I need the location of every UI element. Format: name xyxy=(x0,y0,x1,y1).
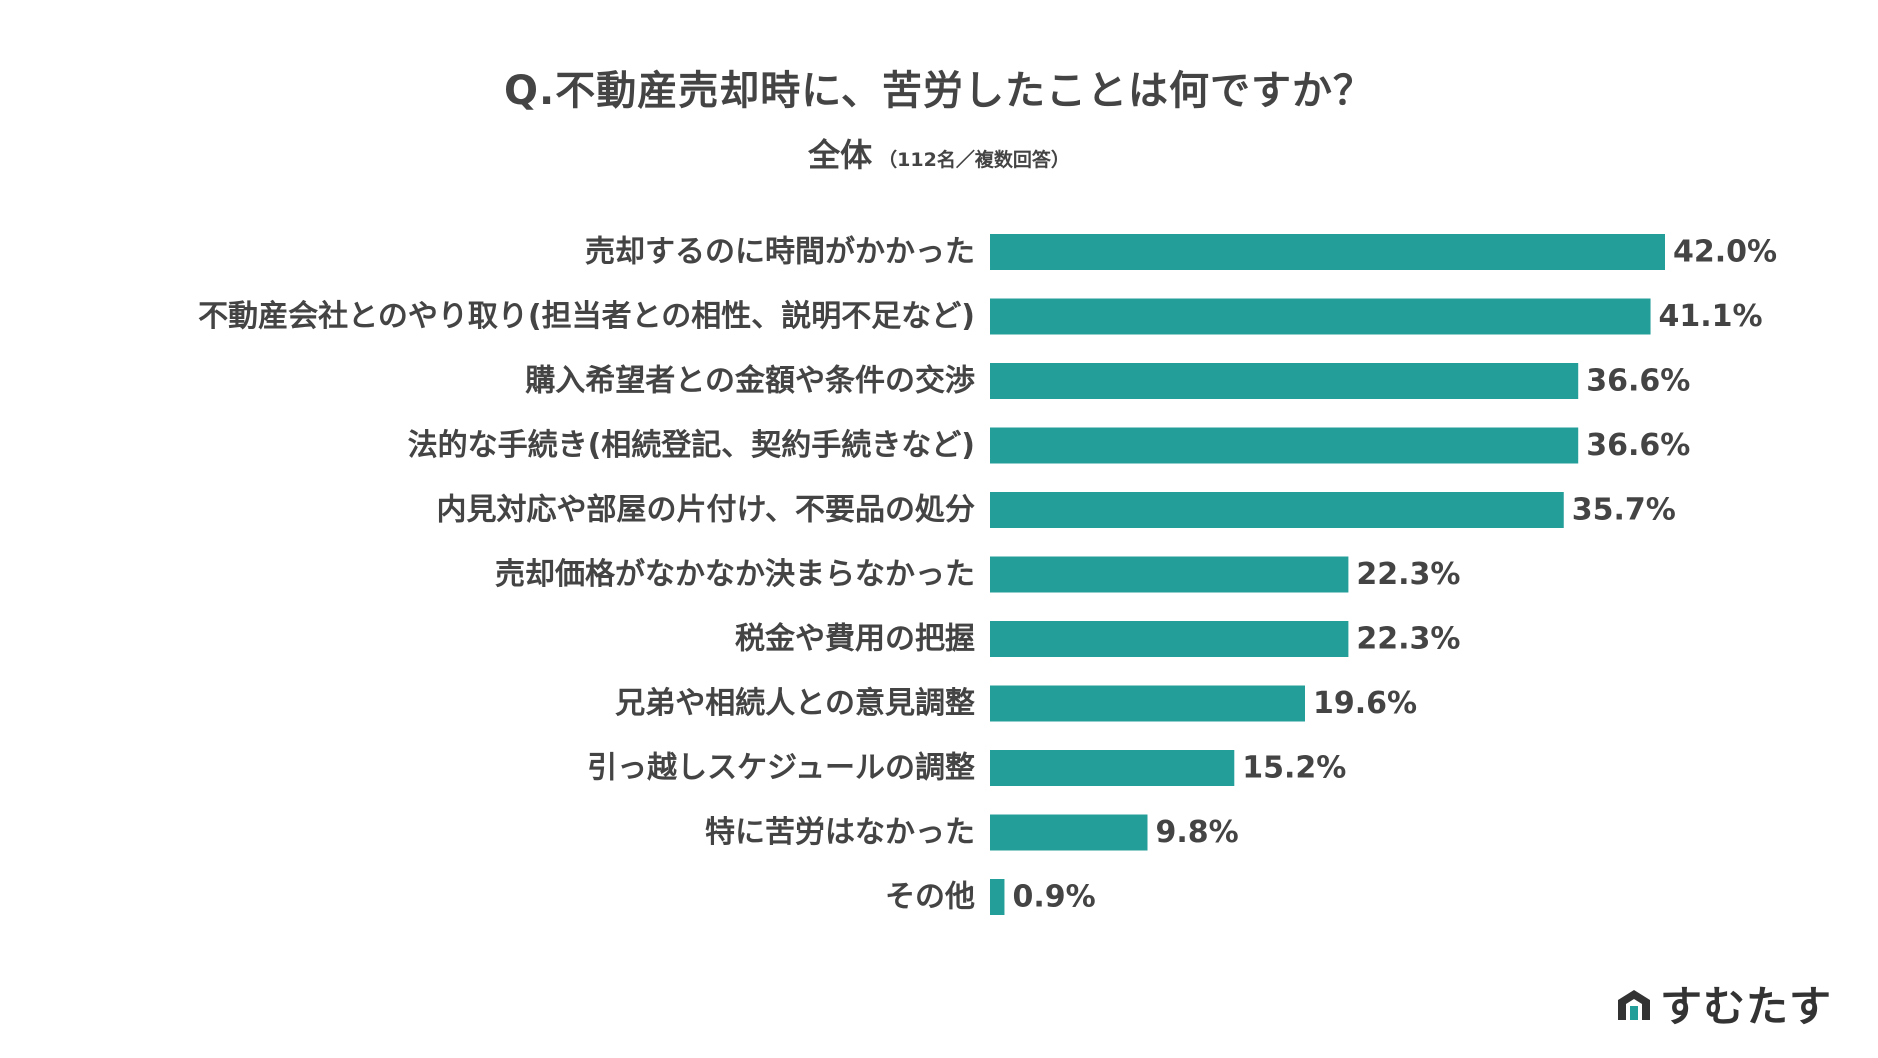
bar-3 xyxy=(990,427,1579,464)
category-label-8: 引っ越しスケジュールの調整 xyxy=(587,751,975,786)
value-label-7: 19.6% xyxy=(1313,686,1417,721)
category-label-5: 売却価格がなかなか決まらなかった xyxy=(495,557,975,592)
bar-1 xyxy=(990,298,1651,335)
category-label-1: 不動産会社とのやり取り(担当者との相性、説明不足など) xyxy=(198,299,975,334)
value-label-10: 0.9% xyxy=(1012,880,1095,915)
value-label-2: 36.6% xyxy=(1586,364,1690,399)
chart-subtitle: 全体 （112名／複数回答） xyxy=(0,130,1878,176)
brand-logo: すむたす xyxy=(1614,973,1832,1034)
value-label-5: 22.3% xyxy=(1356,557,1460,592)
category-label-6: 税金や費用の把握 xyxy=(735,622,975,657)
category-label-9: 特に苦労はなかった xyxy=(705,815,975,850)
value-label-3: 36.6% xyxy=(1586,428,1690,463)
bar-0 xyxy=(990,234,1665,270)
bar-6 xyxy=(990,621,1349,657)
category-label-10: その他 xyxy=(885,880,975,915)
value-label-8: 15.2% xyxy=(1242,751,1346,786)
bar-4 xyxy=(990,492,1564,528)
bar-10 xyxy=(990,879,1005,915)
value-label-4: 35.7% xyxy=(1572,493,1676,528)
bar-9 xyxy=(990,814,1148,851)
category-label-2: 購入希望者との金額や条件の交渉 xyxy=(525,364,975,399)
chart-title: Q.不動産売却時に、苦労したことは何ですか？ xyxy=(504,68,1374,114)
category-label-7: 兄弟や相続人との意見調整 xyxy=(615,686,975,721)
subtitle-main: 全体 xyxy=(808,136,873,174)
category-label-0: 売却するのに時間がかかった xyxy=(585,235,975,270)
value-label-0: 42.0% xyxy=(1673,235,1777,270)
bar-2 xyxy=(990,363,1579,399)
bar-5 xyxy=(990,556,1349,593)
value-label-1: 41.1% xyxy=(1659,299,1763,334)
bar-7 xyxy=(990,685,1305,722)
brand-name: すむたす xyxy=(1659,982,1832,1031)
value-label-9: 9.8% xyxy=(1156,815,1239,850)
house-logo-icon xyxy=(1617,989,1650,1020)
category-label-3: 法的な手続き(相続登記、契約手続きなど) xyxy=(408,428,975,463)
subtitle-note: （112名／複数回答） xyxy=(878,149,1070,171)
category-label-4: 内見対応や部屋の片付け、不要品の処分 xyxy=(437,493,976,528)
bar-8 xyxy=(990,750,1235,786)
value-label-6: 22.3% xyxy=(1356,622,1460,657)
